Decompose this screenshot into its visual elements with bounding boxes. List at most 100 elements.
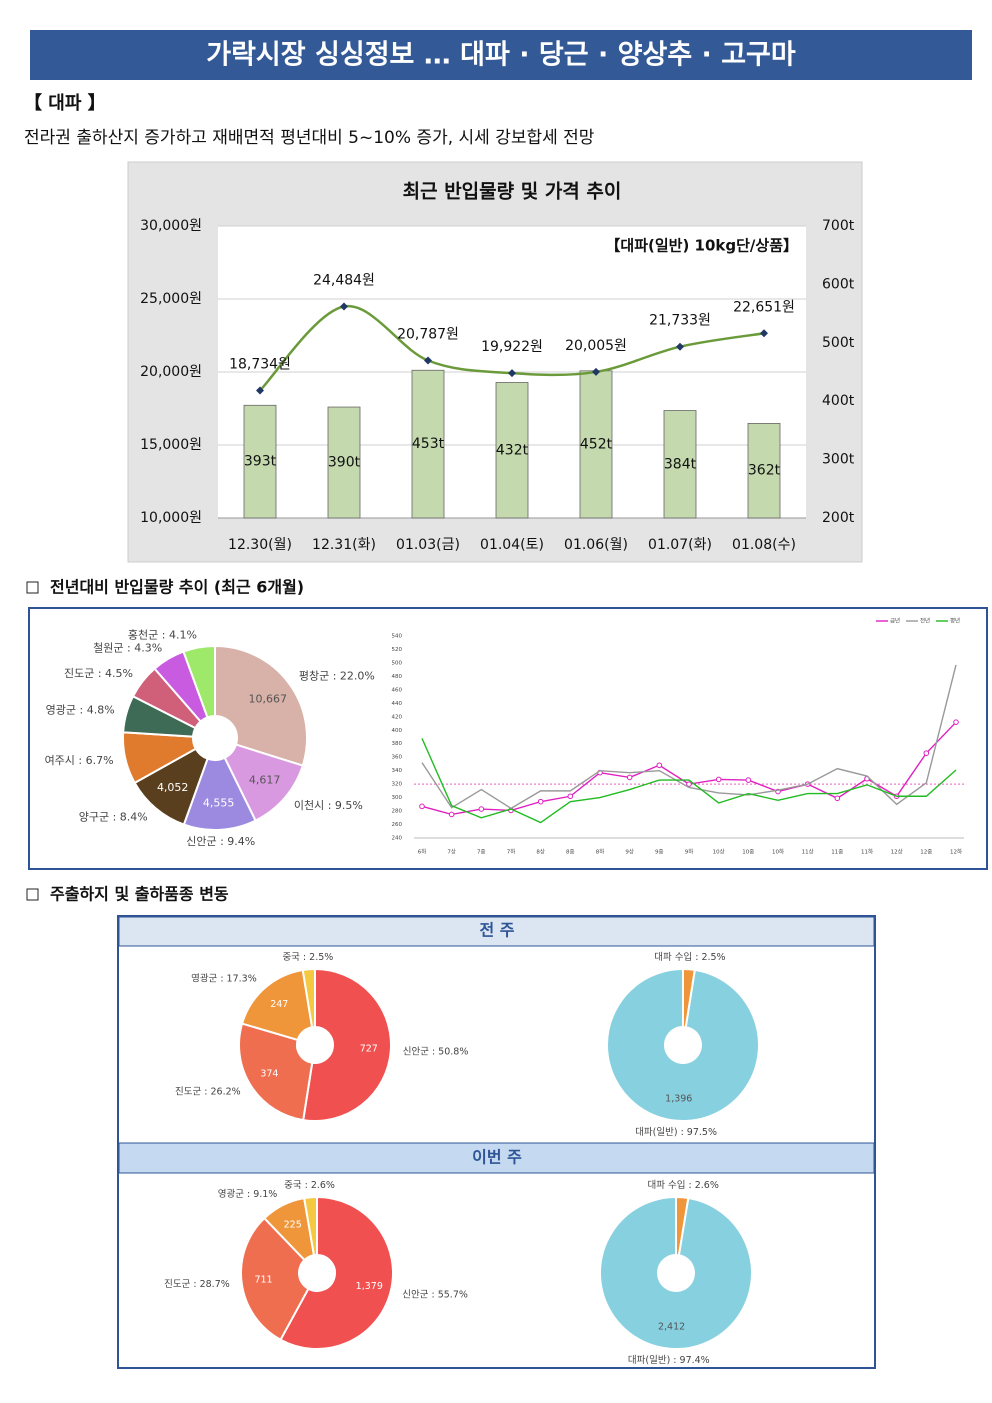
title-bar <box>30 30 972 80</box>
legend-label: 금년 <box>890 617 900 625</box>
chart-title: 최근 반입물량 및 가격 추이 <box>403 181 622 203</box>
x-tick-label: 10하 <box>772 848 784 856</box>
y2-tick-label: 200t <box>822 510 855 526</box>
price-marker <box>760 329 768 338</box>
bar <box>411 369 445 519</box>
x-tick-label: 01.08(수) <box>732 537 796 553</box>
title: 가락시장 싱싱정보 … 대파 · 당근 · 양상추 · 고구마 <box>206 40 796 71</box>
slice-label: 진도군 : 28.7% <box>164 1279 230 1290</box>
pie-slice <box>240 968 314 1042</box>
y2-tick-label: 700t <box>822 218 855 234</box>
slice-count: 1,396 <box>665 1093 692 1104</box>
y2-tick-label: 300t <box>822 452 855 468</box>
slice-label: 대파(일반) : 97.5% <box>635 1127 717 1138</box>
price-marker <box>424 356 432 365</box>
slice-label: 중국 : 2.6% <box>284 1180 335 1191</box>
x-tick-label: 10상 <box>713 848 725 856</box>
y-tick-label: 400 <box>392 728 403 734</box>
bar-label: 362t <box>748 463 781 479</box>
pie-slice <box>599 1195 754 1350</box>
x-tick-label: 01.03(금) <box>396 537 460 553</box>
x-tick-label: 7하 <box>507 848 516 856</box>
y-tick-label: 520 <box>392 647 403 653</box>
y-tick-label: 480 <box>392 674 403 680</box>
bar-label: 393t <box>244 454 277 470</box>
x-tick-label: 9하 <box>685 848 694 856</box>
x-tick-label: 01.07(화) <box>648 537 712 553</box>
series-line <box>421 738 957 824</box>
price-label: 18,734원 <box>229 356 291 372</box>
x-tick-label: 7중 <box>477 849 486 856</box>
legend-label: 전년 <box>920 617 930 625</box>
slice-label: 대파 수입 : 2.5% <box>654 951 725 963</box>
slice-label: 영광군 : 9.1% <box>218 1188 278 1200</box>
point <box>478 806 485 812</box>
slice-count: 225 <box>284 1219 302 1230</box>
point <box>626 774 633 781</box>
bar-label: 390t <box>328 455 361 471</box>
slice-label: 여주시 : 6.7% <box>45 754 114 767</box>
price-marker <box>592 367 600 376</box>
summary: 전라권 출하산지 증가하고 재배면적 평년대비 5~10% 증가, 시세 강보합… <box>24 128 595 148</box>
point <box>953 719 959 725</box>
y-tick-label: 420 <box>392 714 403 720</box>
pie-slice <box>182 644 216 719</box>
y2-tick-label: 500t <box>822 335 855 351</box>
x-tick-label: 01.04(토) <box>480 537 544 553</box>
price-label: 20,005원 <box>565 338 627 354</box>
panel-label: 이번 주 <box>472 1148 522 1167</box>
pie-slice <box>302 967 392 1122</box>
x-tick-label: 11상 <box>802 848 814 856</box>
slice-label: 대파 수입 : 2.6% <box>648 1179 719 1191</box>
pie-slice <box>240 1216 310 1342</box>
slice-label: 홍천군 : 4.1% <box>128 628 197 642</box>
slice-count: 10,667 <box>248 692 287 705</box>
slice-label: 대파(일반) : 97.4% <box>628 1355 710 1366</box>
pie-slice <box>279 1195 394 1350</box>
x-tick-label: 12.31(화) <box>312 537 376 553</box>
price-label: 20,787원 <box>397 327 459 343</box>
x-tick-label: 12하 <box>950 848 962 856</box>
annotation: 【대파(일반) 10kg단/상품】 <box>605 237 798 255</box>
slice-label: 진도군 : 26.2% <box>175 1087 241 1098</box>
bullet <box>26 581 39 594</box>
x-tick-label: 9상 <box>625 848 634 856</box>
slice-count: 2,412 <box>658 1321 685 1332</box>
y-tick-label: 25,000원 <box>140 291 202 307</box>
pie-slice <box>301 967 316 1029</box>
y2-tick-label: 600t <box>822 276 855 292</box>
slice-count: 4,617 <box>249 774 281 787</box>
slice-count: 727 <box>360 1044 378 1055</box>
slice-label: 양구군 : 8.4% <box>79 810 148 823</box>
point <box>686 781 692 787</box>
point <box>715 776 722 783</box>
pie-slice <box>606 967 760 1122</box>
slice-label: 영광군 : 17.3% <box>191 973 257 985</box>
pie-slice <box>223 743 305 822</box>
price-label: 22,651원 <box>733 299 795 315</box>
y2-tick-label: 400t <box>822 393 855 409</box>
y-tick-label: 280 <box>392 809 403 815</box>
point <box>834 795 841 802</box>
bar <box>243 404 277 519</box>
pie-slice <box>238 1022 314 1122</box>
pie-slice <box>214 644 308 767</box>
x-tick-label: 12상 <box>891 848 903 856</box>
x-tick-label: 11하 <box>861 848 873 856</box>
price-label: 21,733원 <box>649 313 711 329</box>
y-tick-label: 460 <box>392 687 403 693</box>
point <box>656 762 663 769</box>
point <box>448 811 455 818</box>
y-tick-label: 440 <box>392 701 403 707</box>
x-tick-label: 8상 <box>536 848 545 856</box>
x-tick-label: 8중 <box>566 849 575 856</box>
slice-label: 신안군 : 50.8% <box>403 1046 469 1057</box>
slice-label: 진도군 : 4.5% <box>64 667 133 680</box>
price-marker <box>676 342 684 351</box>
bar <box>495 382 529 519</box>
x-tick-label: 7상 <box>447 848 456 856</box>
subsection-title: 전년대비 반입물량 추이 (최근 6개월) <box>50 578 304 597</box>
slice-label: 중국 : 2.5% <box>282 952 333 963</box>
